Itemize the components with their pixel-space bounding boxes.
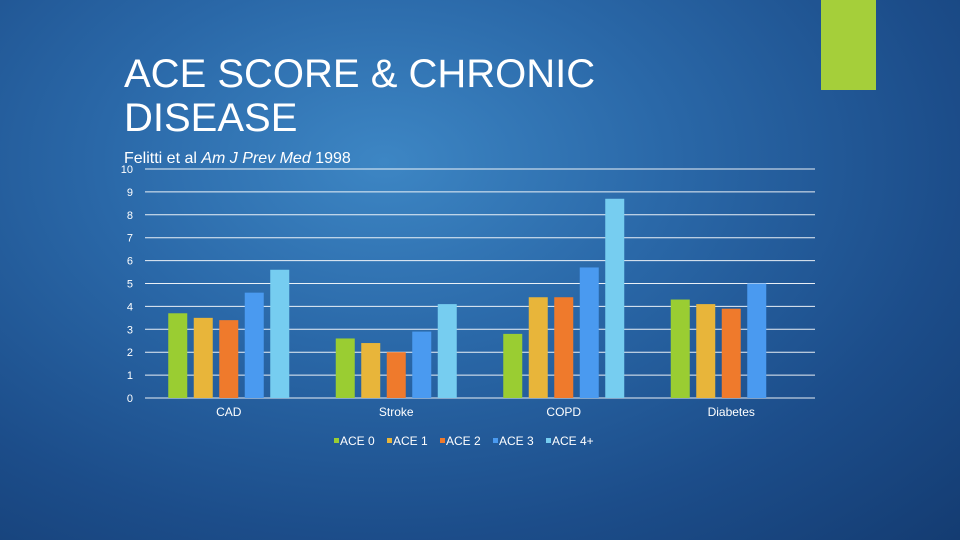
y-tick-label: 4 bbox=[127, 301, 133, 313]
citation-journal: Am J Prev Med bbox=[201, 150, 311, 167]
bar-stroke-series-4 bbox=[437, 304, 457, 398]
legend-swatch bbox=[546, 438, 551, 443]
legend: ACE 0 ACE 1 ACE 2 ACE 3 ACE 4+ bbox=[334, 434, 594, 448]
bar-diabetes-series-3 bbox=[747, 283, 767, 398]
accent-block bbox=[821, 0, 876, 90]
title-line-1: ACE SCORE & CHRONIC bbox=[124, 52, 596, 96]
legend-label: ACE 1 bbox=[393, 434, 428, 448]
bar-diabetes-series-0 bbox=[670, 299, 690, 398]
bar-stroke-series-1 bbox=[361, 343, 381, 398]
y-tick-label: 2 bbox=[127, 347, 133, 359]
y-tick-label: 0 bbox=[127, 393, 133, 405]
y-tick-label: 3 bbox=[127, 324, 133, 336]
bar-cad-series-3 bbox=[244, 292, 264, 398]
y-tick-label: 9 bbox=[127, 187, 133, 199]
citation-year: 1998 bbox=[310, 150, 351, 167]
legend-label: ACE 4+ bbox=[552, 434, 594, 448]
legend-label: ACE 3 bbox=[499, 434, 534, 448]
y-tick-label: 1 bbox=[127, 370, 133, 382]
bar-cad-series-2 bbox=[219, 320, 239, 398]
y-tick-label: 6 bbox=[127, 256, 133, 268]
citation: Felitti et al Am J Prev Med 1998 bbox=[124, 150, 351, 168]
y-tick-label: 7 bbox=[127, 233, 133, 245]
bar-copd-series-0 bbox=[503, 333, 523, 398]
bar-cad-series-0 bbox=[168, 313, 188, 398]
bar-copd-series-2 bbox=[554, 297, 574, 398]
bar-cad-series-1 bbox=[193, 317, 213, 398]
title-line-2: DISEASE bbox=[124, 96, 298, 140]
bar-stroke-series-2 bbox=[386, 352, 406, 398]
bar-copd-series-3 bbox=[579, 267, 599, 398]
legend-label: ACE 0 bbox=[340, 434, 375, 448]
bar-copd-series-4 bbox=[605, 198, 625, 398]
citation-authors: Felitti et al bbox=[124, 150, 202, 167]
x-axis-categories: CAD Stroke COPD Diabetes bbox=[216, 405, 755, 419]
legend-swatch bbox=[493, 438, 498, 443]
category-label: COPD bbox=[546, 405, 581, 419]
bar-stroke-series-3 bbox=[412, 331, 432, 398]
category-label: Stroke bbox=[379, 405, 414, 419]
bar-cad-series-4 bbox=[270, 269, 290, 398]
bar-copd-series-1 bbox=[528, 297, 548, 398]
y-tick-label: 5 bbox=[127, 279, 133, 291]
y-tick-label: 8 bbox=[127, 210, 133, 222]
y-axis-ticks: 0 1 2 3 4 5 6 7 8 9 10 bbox=[121, 164, 133, 405]
legend-label: ACE 2 bbox=[446, 434, 481, 448]
bar-diabetes-series-2 bbox=[721, 308, 741, 398]
legend-swatch bbox=[334, 438, 339, 443]
category-label: Diabetes bbox=[708, 405, 755, 419]
category-label: CAD bbox=[216, 405, 242, 419]
legend-swatch bbox=[387, 438, 392, 443]
bar-diabetes-series-1 bbox=[696, 304, 716, 398]
y-tick-label: 10 bbox=[121, 164, 133, 176]
bars bbox=[168, 198, 767, 398]
bar-stroke-series-0 bbox=[335, 338, 355, 398]
legend-swatch bbox=[440, 438, 445, 443]
slide-title: ACE SCORE & CHRONIC DISEASE bbox=[124, 52, 724, 140]
